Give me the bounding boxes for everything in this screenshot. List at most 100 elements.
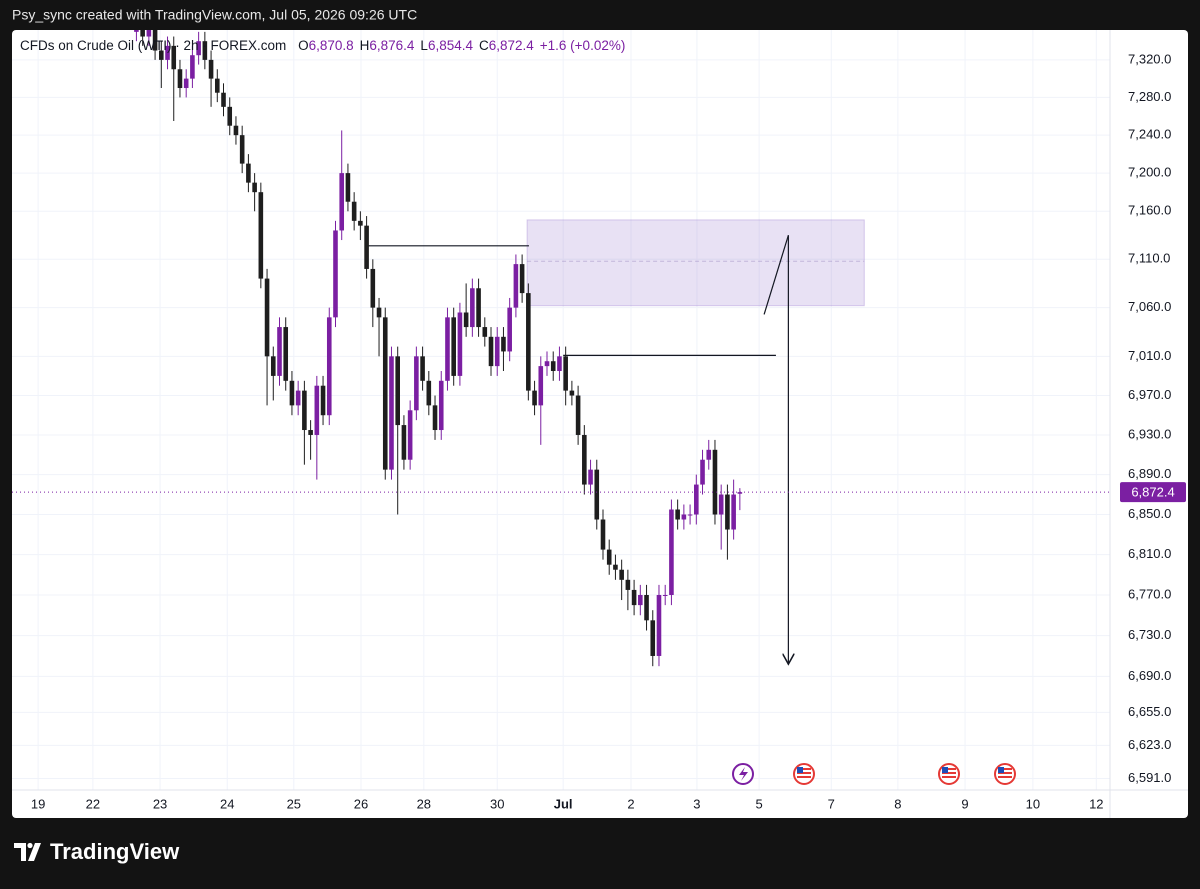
candle-body	[326, 317, 332, 416]
y-tick-label: 7,200.0	[1128, 165, 1171, 180]
candle-body	[432, 405, 438, 431]
candle-body	[700, 459, 705, 485]
candle-body	[625, 579, 631, 590]
y-tick-label: 7,160.0	[1128, 203, 1171, 218]
x-tick-label: 9	[961, 796, 968, 811]
candle-body	[283, 327, 289, 381]
brand-name: TradingView	[50, 839, 180, 864]
candle-body	[264, 278, 270, 357]
candle-body	[146, 30, 152, 37]
candle-body	[588, 469, 593, 485]
candle-body	[712, 449, 718, 515]
x-tick-label: 26	[354, 796, 368, 811]
candle-body	[706, 449, 712, 460]
candle-body	[507, 307, 512, 352]
candle-body	[476, 288, 481, 328]
last-price-label: 6,872.4	[1131, 485, 1174, 500]
candle-body	[550, 361, 556, 372]
x-tick-label: 8	[894, 796, 901, 811]
candle-body	[314, 385, 320, 435]
candle-body	[152, 30, 158, 51]
ohlc-key: O	[298, 38, 309, 53]
candle-body	[351, 201, 357, 221]
candle-body	[177, 69, 183, 89]
candle-body	[389, 356, 394, 470]
candle-body	[731, 494, 736, 530]
us-flag-icon[interactable]	[994, 763, 1016, 785]
candle-body	[295, 390, 301, 406]
candle-body	[582, 434, 587, 485]
candle-body	[513, 264, 519, 308]
y-tick-label: 7,240.0	[1128, 127, 1171, 142]
candle-body	[407, 410, 413, 460]
candle-body	[165, 45, 170, 60]
x-tick-label: 2	[627, 796, 634, 811]
candle-body	[159, 50, 164, 60]
supply-zone	[526, 219, 865, 307]
candle-body	[681, 514, 687, 520]
candle-body	[239, 135, 245, 164]
candle-body	[669, 509, 674, 595]
candle-body	[519, 264, 525, 294]
candle-body	[470, 288, 475, 328]
x-tick-label: 24	[220, 796, 234, 811]
y-tick-label: 6,850.0	[1128, 506, 1171, 521]
candle-body	[270, 356, 276, 376]
y-tick-label: 6,690.0	[1128, 668, 1171, 683]
candle-body	[370, 268, 376, 308]
candle-body	[662, 594, 668, 596]
candle-body	[140, 30, 145, 37]
x-tick-label: 23	[153, 796, 167, 811]
candle-body	[339, 173, 345, 231]
candle-body	[544, 361, 550, 367]
candle-body	[687, 514, 693, 516]
change: +1.6 (+0.02%)	[540, 38, 626, 53]
y-tick-label: 6,810.0	[1128, 546, 1171, 561]
candle-body	[613, 564, 618, 570]
ohlc-value: 6,872.4	[489, 38, 535, 53]
candle-body	[451, 317, 456, 376]
candle-body	[638, 594, 643, 606]
candle-body	[333, 230, 338, 318]
ohlc-value: 6,854.4	[428, 38, 474, 53]
candle-body	[737, 492, 743, 494]
brand-logo: TradingView	[14, 839, 180, 864]
x-tick-label: 19	[31, 796, 45, 811]
candle-body	[364, 225, 369, 269]
x-tick-label: 7	[828, 796, 835, 811]
candle-body	[196, 41, 201, 56]
candle-body	[420, 356, 425, 381]
candle-body	[631, 589, 637, 606]
y-tick-label: 6,730.0	[1128, 627, 1171, 642]
y-tick-label: 6,970.0	[1128, 387, 1171, 402]
candle-body	[575, 395, 581, 435]
ohlc-key: C	[479, 38, 489, 53]
candle-body	[183, 78, 189, 89]
candle-body	[600, 519, 606, 550]
us-flag-icon[interactable]	[938, 763, 960, 785]
candle-body	[214, 78, 220, 93]
candle-body	[233, 125, 239, 136]
candle-body	[171, 45, 177, 70]
x-tick-label: 12	[1089, 796, 1103, 811]
candle-body	[227, 106, 233, 126]
candle-body	[252, 182, 257, 193]
y-tick-label: 6,930.0	[1128, 426, 1171, 441]
candle-body	[134, 30, 139, 32]
y-tick-label: 6,890.0	[1128, 466, 1171, 481]
attribution: Psy_sync created with TradingView.com, J…	[12, 7, 417, 23]
candle-body	[606, 549, 612, 565]
candle-body	[526, 293, 531, 391]
us-flag-icon[interactable]	[793, 763, 815, 785]
x-tick-label: 30	[490, 796, 504, 811]
candle-body	[457, 312, 463, 376]
y-tick-label: 6,591.0	[1128, 770, 1171, 785]
candle-body	[246, 163, 251, 183]
candle-body	[208, 59, 214, 79]
candle-body	[482, 327, 488, 337]
candle-body	[358, 220, 363, 226]
x-tick-label: 10	[1026, 796, 1040, 811]
candle-body	[644, 594, 649, 621]
legend: CFDs on Crude Oil (WTI) · 2h · FOREX.com…	[20, 38, 625, 53]
ohlc-value: 6,870.8	[309, 38, 354, 53]
